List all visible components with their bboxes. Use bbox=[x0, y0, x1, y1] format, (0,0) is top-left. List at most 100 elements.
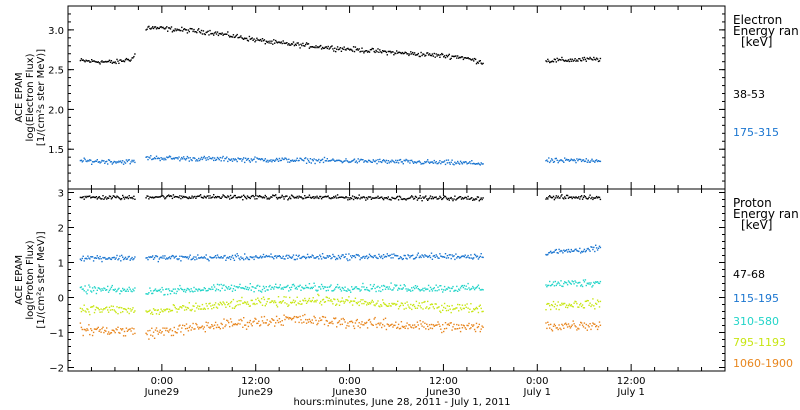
data-point bbox=[259, 324, 262, 326]
data-point bbox=[290, 302, 293, 304]
data-point bbox=[214, 196, 217, 198]
data-point bbox=[480, 307, 482, 310]
data-point bbox=[248, 321, 251, 324]
data-point bbox=[548, 324, 550, 326]
data-point bbox=[317, 160, 319, 162]
data-point bbox=[183, 256, 186, 258]
data-point bbox=[284, 157, 286, 159]
data-point bbox=[214, 255, 217, 257]
data-point bbox=[186, 287, 189, 290]
data-point bbox=[578, 58, 580, 60]
data-point bbox=[218, 284, 220, 286]
data-point bbox=[273, 258, 275, 260]
data-point bbox=[293, 315, 296, 318]
data-point bbox=[418, 288, 420, 291]
data-point bbox=[574, 280, 576, 282]
data-point bbox=[269, 320, 271, 322]
data-point bbox=[149, 196, 151, 198]
data-point bbox=[434, 289, 436, 292]
data-point bbox=[282, 288, 284, 290]
time-x-axis: hours:minutes, June 28, 2011 - July 1, 2… bbox=[144, 376, 646, 408]
data-point bbox=[119, 306, 121, 309]
data-point bbox=[416, 285, 419, 288]
data-point bbox=[164, 157, 166, 160]
data-point bbox=[586, 299, 588, 302]
data-point bbox=[397, 326, 399, 329]
y-tick-label: 2.0 bbox=[48, 105, 64, 116]
data-point bbox=[595, 244, 597, 246]
data-point bbox=[191, 308, 193, 311]
data-point bbox=[169, 293, 172, 295]
data-point bbox=[263, 197, 266, 199]
data-point bbox=[276, 42, 279, 44]
data-point bbox=[441, 304, 443, 307]
data-point bbox=[281, 301, 283, 303]
data-point bbox=[205, 302, 207, 305]
data-point bbox=[558, 197, 560, 199]
data-point bbox=[234, 289, 236, 291]
data-point bbox=[121, 307, 123, 309]
data-point bbox=[405, 307, 407, 310]
y-tick-label: 2 bbox=[58, 224, 64, 235]
data-point bbox=[382, 159, 385, 161]
data-point bbox=[572, 196, 574, 198]
data-point bbox=[323, 47, 326, 49]
data-point bbox=[451, 159, 453, 161]
data-point bbox=[260, 316, 263, 318]
data-point bbox=[390, 161, 392, 163]
data-point bbox=[556, 304, 558, 307]
data-point bbox=[287, 161, 289, 163]
data-point bbox=[280, 288, 282, 290]
series-115-195 bbox=[79, 244, 602, 263]
data-point bbox=[246, 257, 249, 259]
data-point bbox=[465, 285, 467, 287]
data-point bbox=[165, 27, 167, 29]
data-point bbox=[553, 306, 556, 308]
data-point bbox=[449, 163, 451, 165]
data-point bbox=[382, 318, 385, 321]
data-point bbox=[113, 309, 115, 311]
data-point bbox=[183, 305, 185, 307]
data-point bbox=[556, 197, 558, 199]
data-point bbox=[302, 198, 304, 200]
data-point bbox=[481, 288, 483, 291]
data-point bbox=[194, 310, 196, 312]
data-point bbox=[318, 286, 320, 288]
data-point bbox=[133, 258, 135, 260]
data-point bbox=[255, 195, 257, 197]
data-point bbox=[578, 158, 580, 161]
data-point bbox=[433, 307, 435, 310]
data-point bbox=[347, 160, 349, 163]
data-point bbox=[279, 159, 281, 162]
data-point bbox=[348, 289, 350, 291]
data-point bbox=[226, 257, 228, 259]
data-point bbox=[410, 159, 412, 162]
data-point bbox=[446, 255, 449, 257]
data-point bbox=[399, 52, 402, 54]
data-point bbox=[268, 286, 270, 288]
data-point bbox=[269, 284, 271, 287]
data-point bbox=[306, 286, 309, 289]
data-point bbox=[410, 196, 412, 198]
data-point bbox=[551, 251, 554, 254]
data-point bbox=[238, 286, 240, 288]
data-point bbox=[89, 159, 91, 161]
data-point bbox=[199, 327, 202, 329]
data-point bbox=[393, 287, 395, 289]
data-point bbox=[108, 159, 111, 161]
data-point bbox=[414, 326, 417, 328]
data-point bbox=[583, 248, 586, 251]
data-point bbox=[196, 195, 198, 198]
data-point bbox=[350, 197, 352, 199]
data-point bbox=[415, 300, 418, 303]
data-point bbox=[425, 307, 427, 309]
data-point bbox=[215, 288, 218, 290]
data-point bbox=[177, 158, 179, 160]
legend-title: Electron bbox=[733, 13, 782, 27]
data-point bbox=[397, 308, 400, 310]
data-point bbox=[573, 283, 575, 285]
data-point bbox=[277, 287, 280, 289]
data-point bbox=[473, 288, 476, 291]
data-point bbox=[443, 161, 445, 163]
data-point bbox=[210, 197, 212, 199]
